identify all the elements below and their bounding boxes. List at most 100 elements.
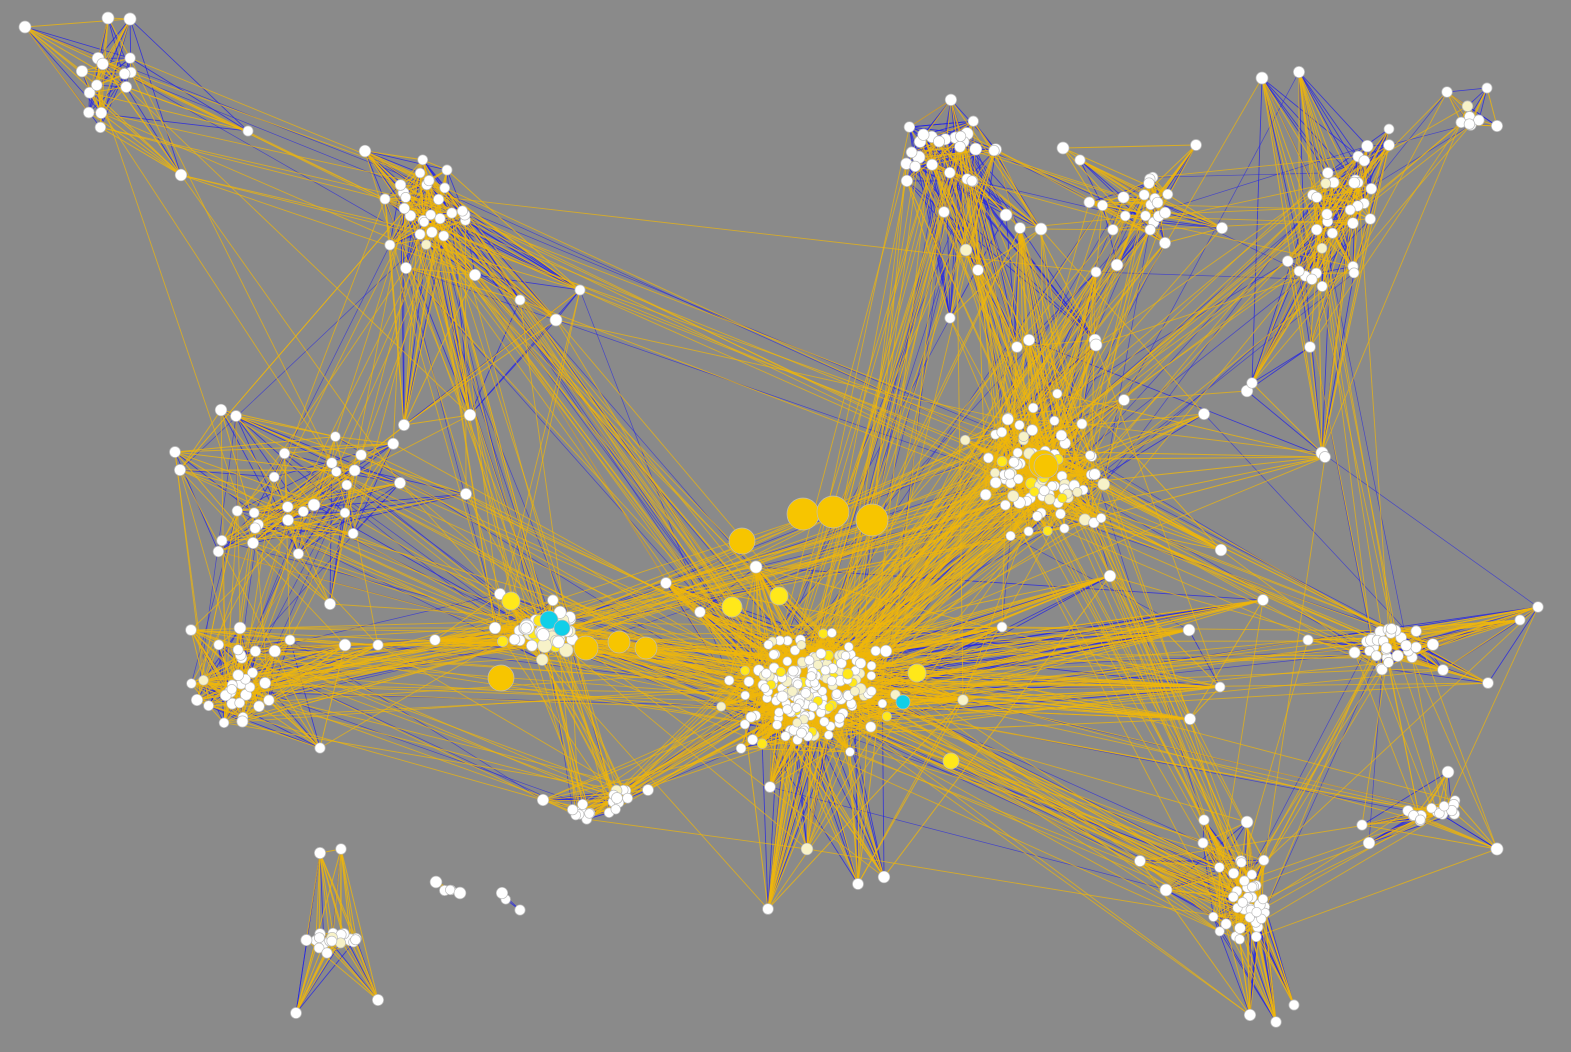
graph-node[interactable] <box>622 792 633 804</box>
graph-node[interactable] <box>836 657 847 669</box>
graph-node[interactable] <box>169 446 181 458</box>
graph-node[interactable] <box>1034 222 1048 236</box>
yellow-hub-3[interactable] <box>769 586 789 606</box>
graph-node[interactable] <box>1119 210 1131 222</box>
graph-node[interactable] <box>996 456 1008 467</box>
graph-node[interactable] <box>818 628 829 639</box>
graph-node[interactable] <box>567 804 579 816</box>
yellow-hub-2[interactable] <box>721 596 743 618</box>
graph-node[interactable] <box>1491 120 1503 132</box>
graph-node[interactable] <box>330 431 341 442</box>
graph-node[interactable] <box>1107 224 1119 236</box>
graph-node[interactable] <box>297 506 309 517</box>
graph-node[interactable] <box>1197 837 1209 849</box>
graph-node[interactable] <box>1246 377 1258 389</box>
graph-node[interactable] <box>903 121 916 133</box>
graph-node[interactable] <box>341 479 353 491</box>
graph-node[interactable] <box>1138 189 1150 201</box>
graph-node[interactable] <box>429 634 441 646</box>
graph-node[interactable] <box>812 659 823 670</box>
graph-node[interactable] <box>1348 176 1361 189</box>
graph-node[interactable] <box>372 639 384 651</box>
graph-node[interactable] <box>735 743 747 754</box>
graph-node[interactable] <box>1018 431 1030 442</box>
graph-node[interactable] <box>398 202 410 215</box>
graph-node[interactable] <box>1162 188 1174 200</box>
graph-node[interactable] <box>611 792 623 804</box>
graph-node[interactable] <box>1463 118 1476 130</box>
graph-node[interactable] <box>1056 141 1070 155</box>
graph-node[interactable] <box>944 166 956 179</box>
graph-node[interactable] <box>463 408 477 422</box>
graph-node[interactable] <box>1042 526 1053 536</box>
graph-node[interactable] <box>782 704 793 715</box>
graph-node[interactable] <box>1316 242 1328 254</box>
graph-node[interactable] <box>226 684 238 695</box>
graph-node[interactable] <box>1214 681 1226 693</box>
graph-node[interactable] <box>1415 814 1426 825</box>
graph-node[interactable] <box>1311 191 1323 203</box>
graph-node[interactable] <box>747 734 759 746</box>
graph-node[interactable] <box>791 703 802 713</box>
graph-node[interactable] <box>417 154 429 166</box>
graph-node[interactable] <box>905 146 918 159</box>
graph-node[interactable] <box>1310 223 1323 236</box>
graph-node[interactable] <box>1182 623 1196 637</box>
graph-node[interactable] <box>877 870 891 884</box>
graph-node[interactable] <box>355 449 367 461</box>
graph-node[interactable] <box>1473 114 1485 126</box>
graph-node[interactable] <box>866 671 877 681</box>
graph-node[interactable] <box>1159 206 1172 219</box>
graph-node[interactable] <box>314 847 326 859</box>
graph-node[interactable] <box>394 477 406 489</box>
graph-node[interactable] <box>1370 650 1382 662</box>
graph-node[interactable] <box>1293 265 1305 277</box>
graph-node[interactable] <box>247 537 259 549</box>
graph-node[interactable] <box>1117 191 1130 204</box>
graph-node[interactable] <box>190 693 204 707</box>
graph-node[interactable] <box>1055 508 1066 520</box>
graph-node[interactable] <box>823 730 834 740</box>
graph-node[interactable] <box>118 68 131 80</box>
graph-node[interactable] <box>1376 663 1388 676</box>
graph-node[interactable] <box>933 135 945 148</box>
graph-node[interactable] <box>1293 66 1305 78</box>
cyan-node-1[interactable] <box>539 610 559 630</box>
graph-node[interactable] <box>1356 819 1368 831</box>
graph-node[interactable] <box>1282 255 1294 267</box>
graph-node[interactable] <box>959 434 971 446</box>
graph-node[interactable] <box>761 668 772 679</box>
graph-node[interactable] <box>1144 224 1156 236</box>
graph-node[interactable] <box>749 560 763 574</box>
graph-node[interactable] <box>842 668 854 680</box>
graph-node[interactable] <box>938 206 950 218</box>
graph-node[interactable] <box>1437 664 1449 676</box>
graph-node[interactable] <box>497 635 509 648</box>
graph-node[interactable] <box>249 645 262 657</box>
graph-node[interactable] <box>584 808 595 819</box>
graph-node[interactable] <box>796 727 807 739</box>
graph-node[interactable] <box>1270 1016 1282 1028</box>
graph-node[interactable] <box>831 688 842 699</box>
graph-node[interactable] <box>787 686 798 697</box>
graph-node[interactable] <box>1258 854 1270 866</box>
graph-node[interactable] <box>1438 800 1450 812</box>
graph-node[interactable] <box>1090 266 1102 278</box>
graph-node[interactable] <box>819 716 830 727</box>
graph-node[interactable] <box>1383 123 1395 135</box>
graph-node[interactable] <box>445 884 456 896</box>
graph-node[interactable] <box>1348 646 1361 659</box>
graph-node[interactable] <box>989 476 1002 489</box>
graph-node[interactable] <box>300 934 313 947</box>
graph-node[interactable] <box>1514 614 1526 626</box>
yellow-hub-1[interactable] <box>501 591 521 611</box>
graph-node[interactable] <box>768 649 779 660</box>
graph-node[interactable] <box>1482 677 1494 689</box>
graph-node[interactable] <box>83 86 96 99</box>
graph-node[interactable] <box>259 677 272 689</box>
graph-node[interactable] <box>433 193 445 205</box>
graph-node[interactable] <box>421 239 432 250</box>
graph-node[interactable] <box>514 904 526 916</box>
graph-node[interactable] <box>1400 639 1412 652</box>
graph-node[interactable] <box>1214 543 1228 557</box>
